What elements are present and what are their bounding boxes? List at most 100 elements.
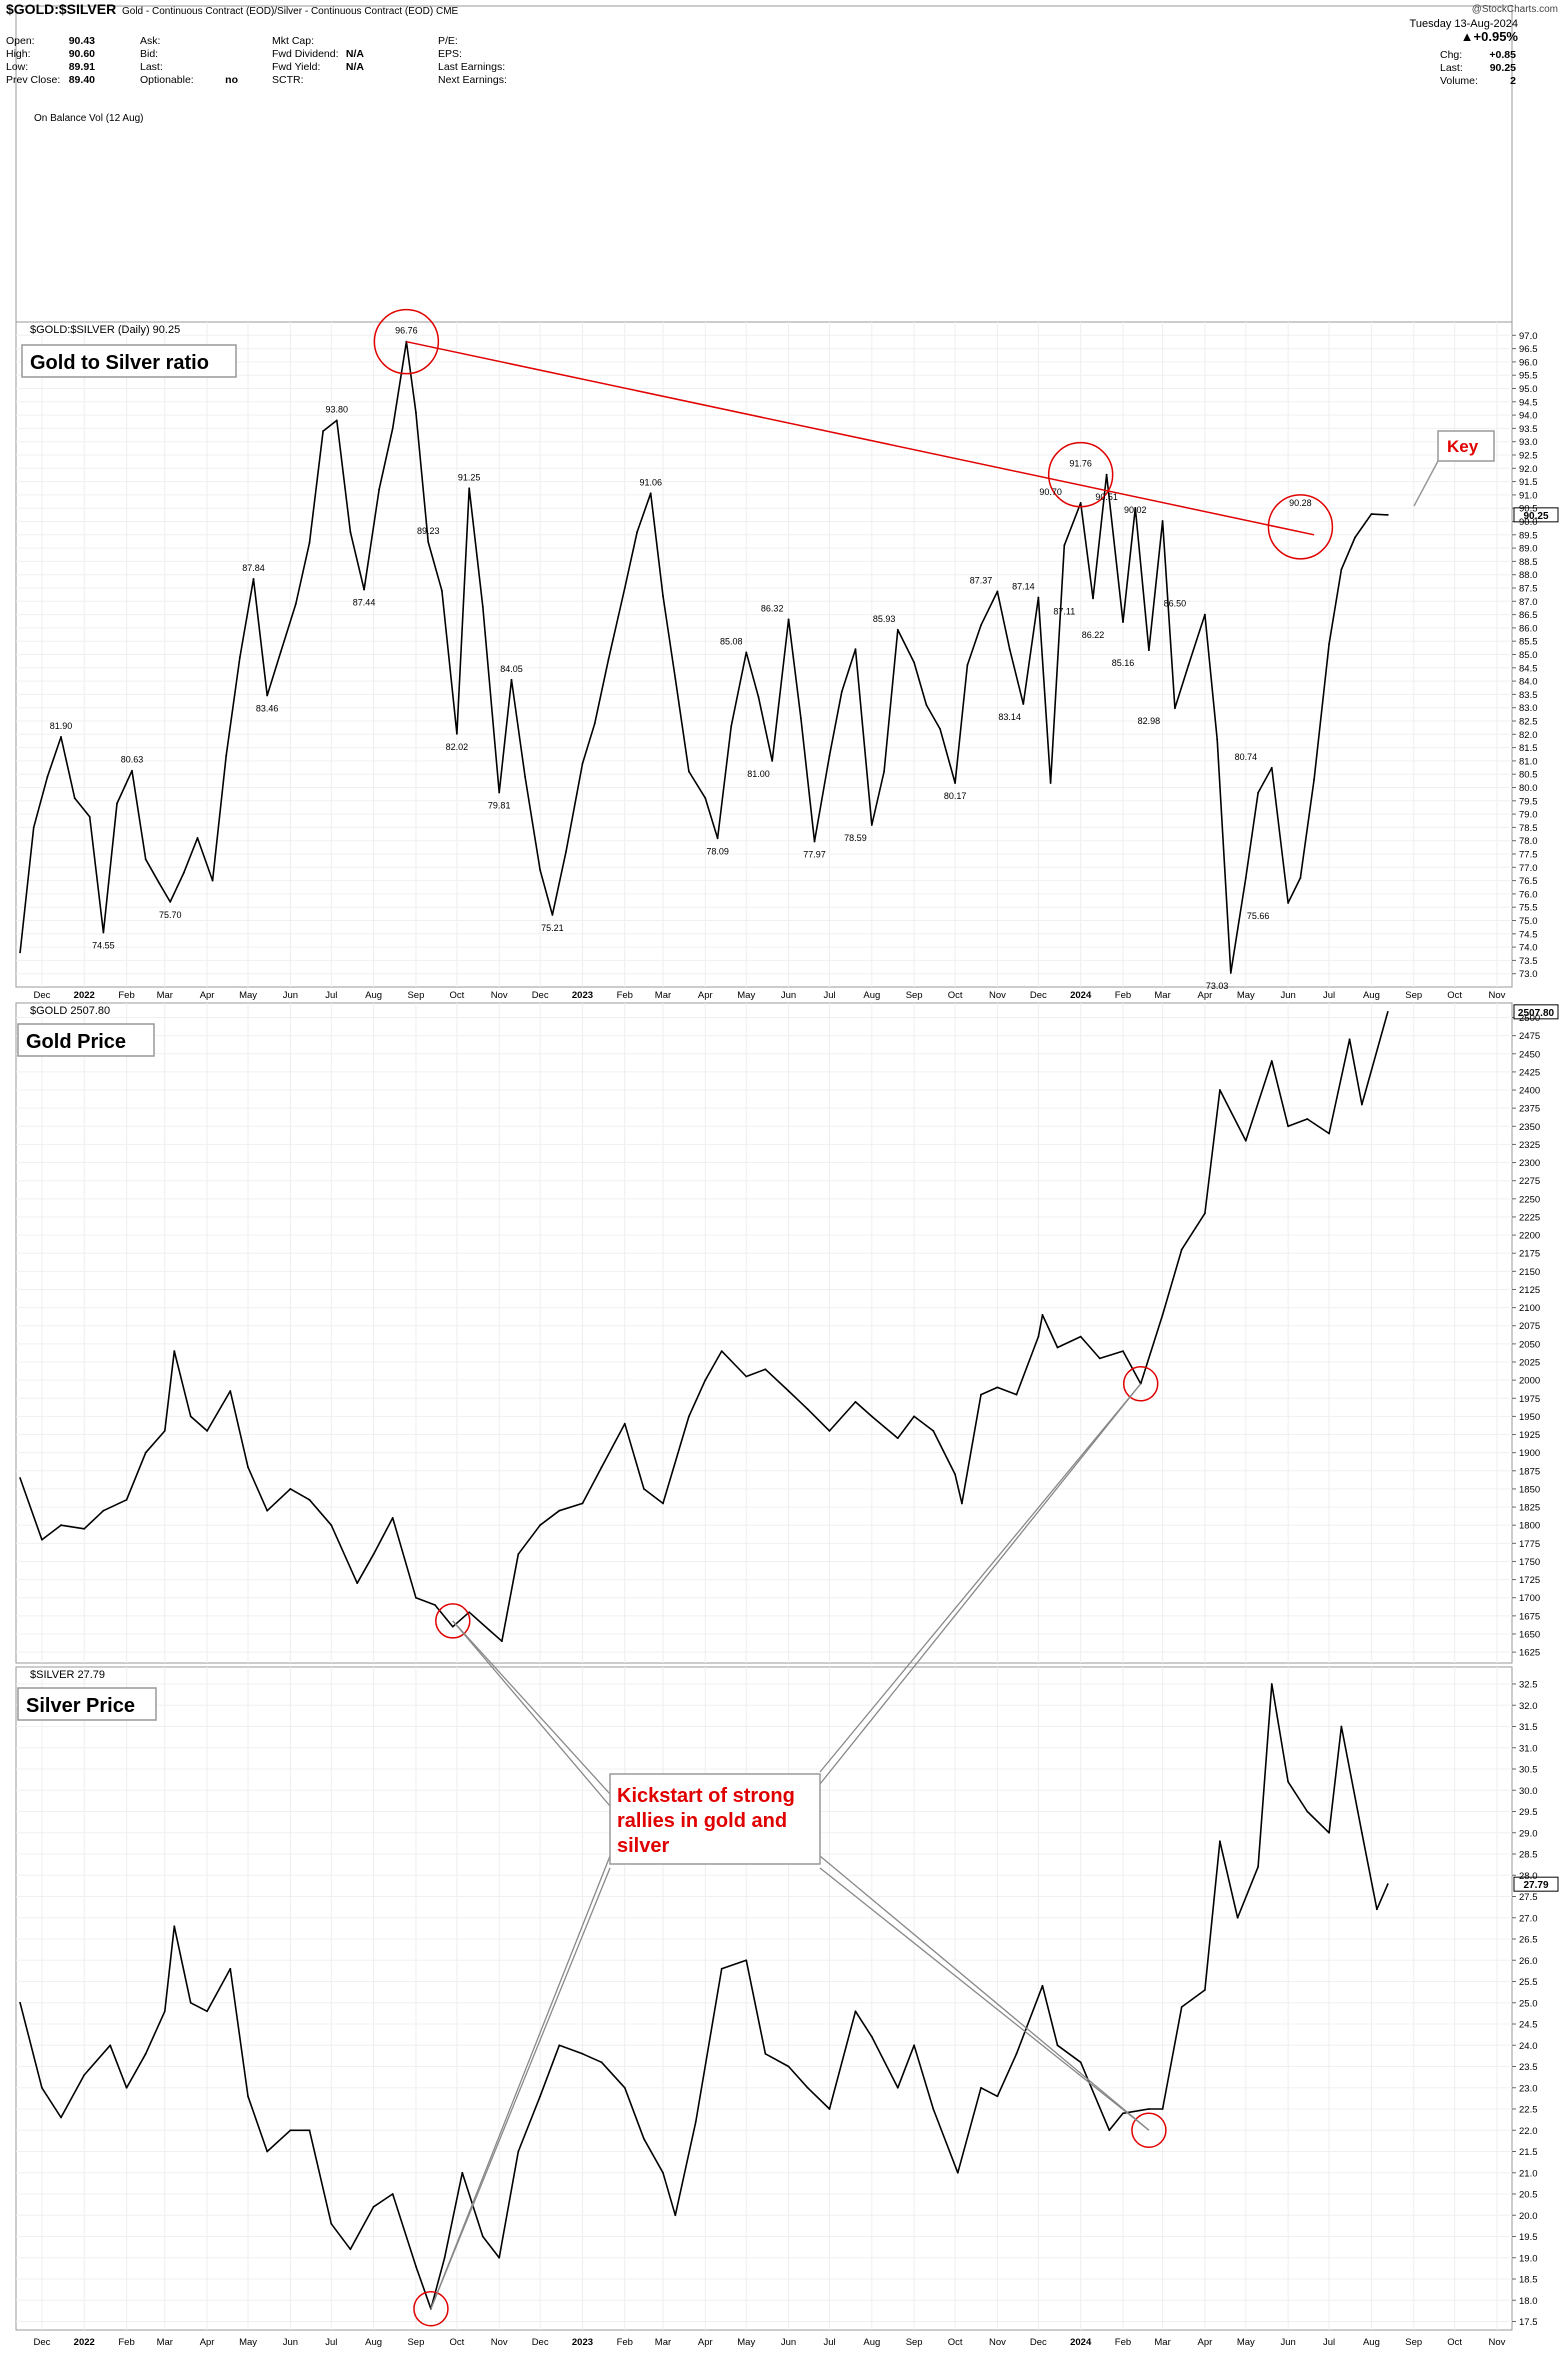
y-tick-label: 96.5 xyxy=(1519,344,1538,355)
highlight-circle xyxy=(435,1603,471,1639)
data-point xyxy=(954,782,956,784)
y-tick-label: 93.5 xyxy=(1519,424,1538,435)
data-point xyxy=(1122,621,1124,623)
y-tick-label: 2500 xyxy=(1519,1013,1540,1024)
silver-legend: $SILVER 27.79 xyxy=(30,1669,105,1681)
y-tick-label: 84.5 xyxy=(1519,663,1538,674)
data-point xyxy=(1015,1393,1018,1396)
data-point xyxy=(883,770,886,773)
y-tick-label: 1925 xyxy=(1519,1430,1540,1441)
x-tick-label: Apr xyxy=(1197,990,1212,1001)
y-tick-label: 21.0 xyxy=(1519,2168,1538,2179)
y-tick-label: 89.5 xyxy=(1519,530,1538,541)
y-tick-label: 2350 xyxy=(1519,1122,1540,1133)
data-point xyxy=(524,775,527,778)
y-tick-label: 2375 xyxy=(1519,1104,1540,1115)
data-point xyxy=(144,1451,147,1454)
ratio-title-box xyxy=(21,344,237,378)
y-tick-label: 75.5 xyxy=(1519,903,1538,914)
data-point xyxy=(1287,1125,1290,1128)
peak-value-label: 90.70 xyxy=(1039,487,1062,497)
data-point xyxy=(939,728,941,730)
stat-value: 90.43 xyxy=(69,35,95,47)
y-tick-label: 26.0 xyxy=(1519,1956,1538,1967)
data-point xyxy=(996,1386,999,1389)
data-point xyxy=(1079,501,1082,504)
y-tick-label: 18.0 xyxy=(1519,2296,1538,2307)
y-tick-label: 2425 xyxy=(1519,1067,1540,1078)
data-point xyxy=(330,1524,333,1527)
x-tick-label: Mar xyxy=(157,990,173,1001)
data-point xyxy=(1328,1132,1330,1135)
data-point xyxy=(372,2205,375,2208)
data-point xyxy=(1287,902,1290,904)
data-point xyxy=(46,775,49,778)
x-tick-label: Aug xyxy=(365,990,382,1001)
data-point xyxy=(806,2086,809,2089)
stat-label: Next Earnings: xyxy=(438,74,507,86)
data-point xyxy=(764,1368,767,1371)
data-point xyxy=(279,650,282,653)
data-point xyxy=(1340,568,1343,571)
data-point xyxy=(720,1350,723,1353)
data-point xyxy=(229,1390,232,1392)
data-point xyxy=(60,1524,62,1527)
y-tick-label: 1875 xyxy=(1519,1466,1540,1477)
y-tick-label: 83.5 xyxy=(1519,690,1538,701)
data-point xyxy=(954,1473,956,1476)
data-point xyxy=(662,595,664,597)
data-point xyxy=(308,541,311,544)
data-point xyxy=(391,2193,394,2195)
data-point xyxy=(468,487,471,490)
data-point xyxy=(517,1553,520,1556)
y-tick-label: 29.5 xyxy=(1519,1807,1538,1818)
x-tick-label: Oct xyxy=(948,990,963,1001)
y-tick-label: 1775 xyxy=(1519,1539,1540,1550)
data-point xyxy=(1203,1989,1206,1991)
highlight-circle xyxy=(1047,441,1114,508)
peak-value-label: 85.93 xyxy=(873,614,896,624)
data-point xyxy=(443,2256,446,2259)
data-point xyxy=(1008,648,1011,651)
x-tick-label: Sep xyxy=(407,990,424,1001)
data-point xyxy=(1299,877,1302,879)
stat-value: no xyxy=(225,74,238,86)
data-point xyxy=(1122,1350,1124,1353)
kickstart-box xyxy=(609,1773,821,1865)
data-point xyxy=(828,2108,831,2110)
data-point xyxy=(102,1509,105,1512)
data-point xyxy=(674,677,677,680)
data-point xyxy=(980,1393,982,1396)
y-tick-label: 78.5 xyxy=(1519,823,1538,834)
stat-label: EPS: xyxy=(438,48,462,60)
data-point xyxy=(565,850,567,853)
data-point xyxy=(1328,642,1330,645)
data-point xyxy=(356,1582,359,1585)
data-point xyxy=(252,578,255,580)
key-callout: Key xyxy=(1413,430,1495,507)
x-tick-label: Nov xyxy=(491,990,508,1001)
peak-value-label: 82.02 xyxy=(446,742,469,752)
x-tick-label: Sep xyxy=(1405,990,1422,1001)
data-point xyxy=(771,760,774,762)
data-point xyxy=(60,2116,62,2119)
data-point xyxy=(716,837,719,840)
data-point xyxy=(131,769,133,772)
y-tick-label: 73.0 xyxy=(1519,969,1538,980)
y-tick-label: 27.0 xyxy=(1519,1913,1538,1924)
data-point xyxy=(427,541,430,543)
y-tick-label: 89.0 xyxy=(1519,544,1538,555)
peak-value-label: 91.06 xyxy=(639,477,662,487)
ratio-panel-title: Gold to Silver ratio xyxy=(30,352,209,374)
peak-value-label: 79.81 xyxy=(488,801,511,811)
peak-value-label: 87.11 xyxy=(1053,606,1075,616)
data-point xyxy=(182,871,185,874)
x-tick-label: May xyxy=(239,2337,257,2348)
y-tick-label: 17.5 xyxy=(1519,2317,1538,2328)
data-point xyxy=(372,1553,375,1556)
data-point xyxy=(125,2086,128,2089)
x-tick-label: Oct xyxy=(449,990,464,1001)
y-tick-label: 94.0 xyxy=(1519,411,1538,422)
data-point xyxy=(730,725,733,728)
data-point xyxy=(498,2256,501,2259)
